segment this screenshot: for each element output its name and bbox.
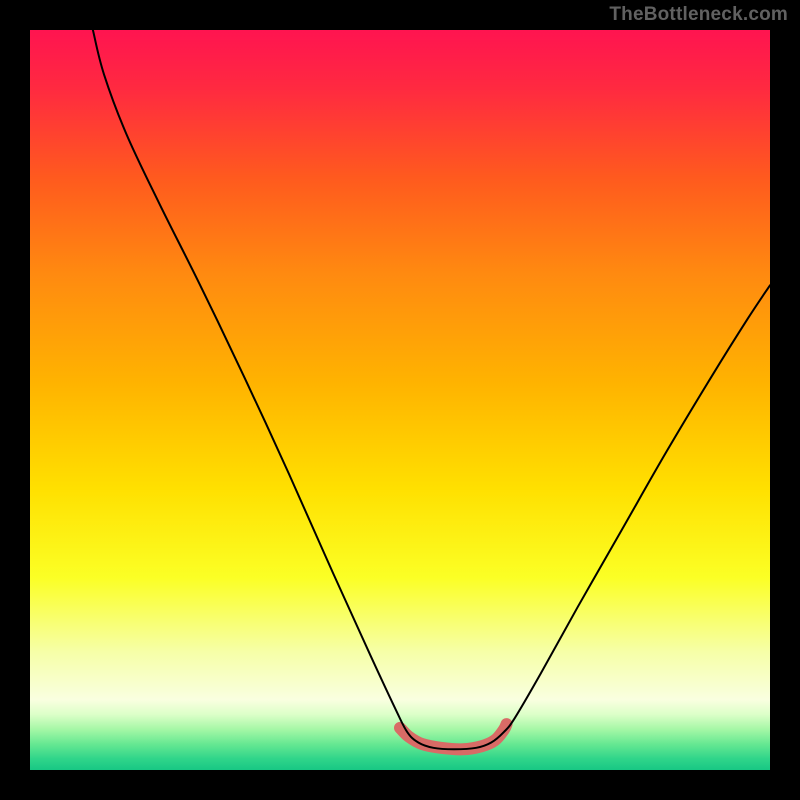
bottleneck-marker — [400, 724, 507, 749]
bottleneck-curve — [93, 30, 770, 749]
watermark-text: TheBottleneck.com — [609, 4, 788, 26]
curve-layer — [30, 30, 770, 770]
plot-area — [30, 30, 770, 770]
chart-frame: TheBottleneck.com — [0, 0, 800, 800]
